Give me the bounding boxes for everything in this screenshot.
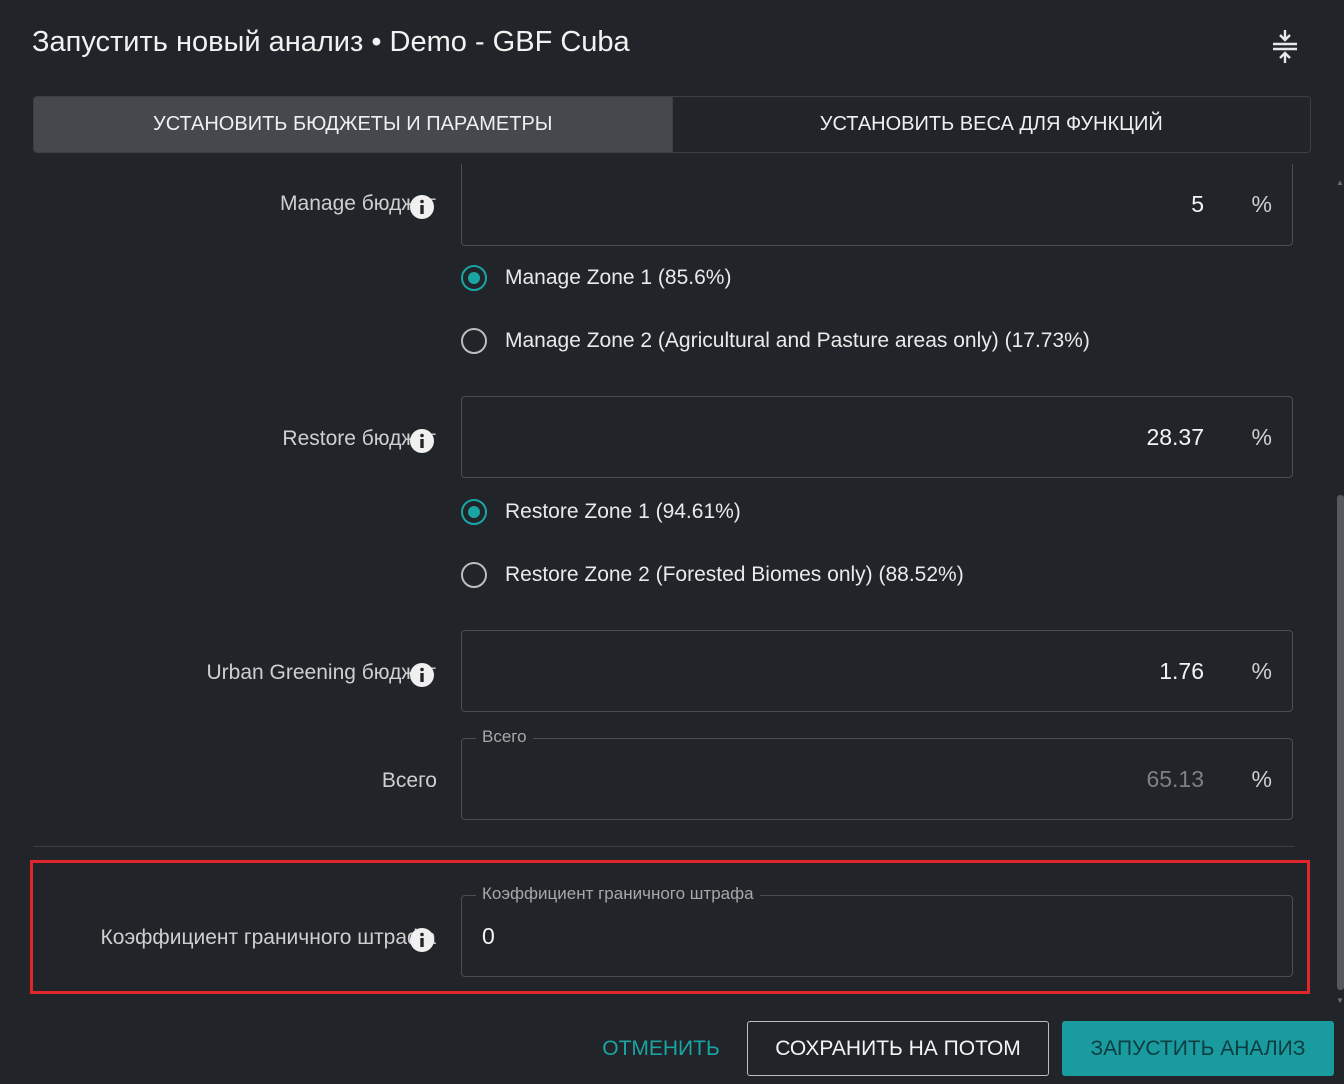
save-for-later-button[interactable]: СОХРАНИТЬ НА ПОТОМ xyxy=(747,1021,1049,1076)
scrollbar-thumb[interactable] xyxy=(1337,495,1344,990)
info-icon[interactable] xyxy=(409,194,435,220)
cancel-button[interactable]: ОТМЕНИТЬ xyxy=(602,1036,720,1060)
total-legend: Всего xyxy=(476,727,533,747)
scroll-up-icon[interactable]: ▲ xyxy=(1336,178,1344,187)
run-analysis-button[interactable]: ЗАПУСТИТЬ АНАЛИЗ xyxy=(1062,1021,1334,1076)
highlight-box xyxy=(30,860,1310,994)
tab-bar: УСТАНОВИТЬ БЮДЖЕТЫ И ПАРАМЕТРЫ УСТАНОВИТ… xyxy=(33,96,1311,153)
urban-budget-label: Urban Greening бюджет xyxy=(206,661,436,684)
info-icon[interactable] xyxy=(409,428,435,454)
total-field: Всего 65.13 % xyxy=(461,727,1293,820)
radio-checked-icon[interactable] xyxy=(461,265,487,291)
percent-unit: % xyxy=(1251,191,1272,217)
radio-checked-icon[interactable] xyxy=(461,499,487,525)
manage-zone-1-label: Manage Zone 1 (85.6%) xyxy=(505,266,732,289)
dialog-title: Запустить новый анализ • Demo - GBF Cuba xyxy=(32,26,630,58)
boundary-penalty-label: Коэффициент граничного штрафа xyxy=(100,926,436,949)
boundary-penalty-input[interactable]: Коэффициент граничного штрафа 0 xyxy=(461,884,1293,977)
restore-budget-label: Restore бюджет xyxy=(282,427,436,450)
restore-zone-2-label: Restore Zone 2 (Forested Biomes only) (8… xyxy=(505,563,964,586)
scroll-down-icon[interactable]: ▼ xyxy=(1336,996,1344,1005)
restore-budget-input[interactable]: 28.37 % xyxy=(461,396,1293,478)
total-label: Всего xyxy=(381,769,437,792)
tab-budgets-parameters[interactable]: УСТАНОВИТЬ БЮДЖЕТЫ И ПАРАМЕТРЫ xyxy=(34,97,673,152)
tab-feature-weights[interactable]: УСТАНОВИТЬ ВЕСА ДЛЯ ФУНКЦИЙ xyxy=(819,113,1163,135)
manage-zone-2-radio[interactable]: Manage Zone 2 (Agricultural and Pasture … xyxy=(461,324,1090,358)
manage-budget-label: Manage бюджет xyxy=(280,192,436,215)
percent-unit: % xyxy=(1251,657,1272,684)
boundary-penalty-value: 0 xyxy=(482,922,495,949)
manage-zone-1-radio[interactable]: Manage Zone 1 (85.6%) xyxy=(461,261,731,295)
boundary-penalty-legend: Коэффициент граничного штрафа xyxy=(476,884,760,904)
radio-unchecked-icon[interactable] xyxy=(461,562,487,588)
manage-zone-2-label: Manage Zone 2 (Agricultural and Pasture … xyxy=(505,329,1090,352)
radio-unchecked-icon[interactable] xyxy=(461,328,487,354)
percent-unit: % xyxy=(1251,765,1272,792)
restore-zone-1-radio[interactable]: Restore Zone 1 (94.61%) xyxy=(461,495,741,529)
restore-zone-2-radio[interactable]: Restore Zone 2 (Forested Biomes only) (8… xyxy=(461,558,964,592)
restore-budget-value: 28.37 xyxy=(1146,423,1204,450)
manage-budget-input[interactable]: 5 % xyxy=(461,164,1293,246)
urban-budget-input[interactable]: 1.76 % xyxy=(461,630,1293,712)
collapse-vertical-icon[interactable] xyxy=(1268,26,1302,66)
info-icon[interactable] xyxy=(409,927,435,953)
info-icon[interactable] xyxy=(409,662,435,688)
section-divider xyxy=(33,846,1295,847)
total-value: 65.13 xyxy=(1146,765,1204,792)
urban-budget-value: 1.76 xyxy=(1159,657,1204,684)
restore-zone-1-label: Restore Zone 1 (94.61%) xyxy=(505,500,741,523)
manage-budget-value: 5 xyxy=(1191,191,1204,217)
percent-unit: % xyxy=(1251,423,1272,450)
